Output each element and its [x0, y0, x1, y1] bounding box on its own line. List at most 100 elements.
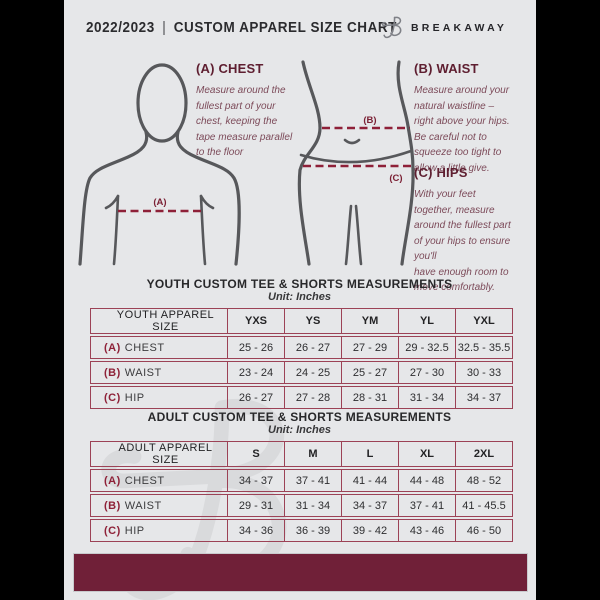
cell-value: 25 - 26: [228, 337, 285, 358]
waistband-curve: [299, 149, 413, 164]
cell-value: 34 - 36: [228, 520, 285, 541]
youth-waist-row: (B) WAIST 23 - 24 24 - 25 25 - 27 27 - 30…: [90, 361, 513, 384]
cell-value: 34 - 37: [228, 470, 285, 491]
cell-value: 46 - 50: [456, 520, 513, 541]
youth-unit-label: Unit: Inches: [268, 291, 331, 303]
youth-chest-row: (A) CHEST 25 - 26 26 - 27 27 - 29 29 - 32…: [90, 336, 513, 359]
waist-line-label: (B): [363, 115, 376, 126]
row-title: HIP: [124, 524, 145, 537]
waist-instruction: (B) WAIST Measure around your natural wa…: [414, 61, 536, 176]
row-prefix: (A): [104, 474, 121, 487]
adult-header-l: L: [342, 442, 399, 466]
waist-instruction-text: Measure around your natural waistline – …: [414, 85, 510, 174]
footer-accent-bar: [73, 553, 528, 592]
left-shoulder-arm-outline: [78, 130, 149, 266]
right-shoulder-arm-outline: [175, 130, 241, 266]
row-label: (C) HIP: [90, 520, 228, 541]
head-outline: [136, 63, 188, 143]
cell-value: 25 - 27: [342, 362, 399, 383]
cell-value: 39 - 42: [342, 520, 399, 541]
youth-header-yxs: YXS: [228, 309, 285, 333]
chest-line-label: (A): [153, 197, 166, 208]
left-armpit-line: [104, 194, 120, 210]
navel-mark: [343, 138, 361, 145]
left-black-bar: [0, 0, 64, 600]
chest-instruction-heading: (A) CHEST: [196, 61, 264, 76]
right-inner-leg-line: [354, 204, 363, 266]
row-label: (A) CHEST: [90, 337, 228, 358]
youth-header-ym: YM: [342, 309, 399, 333]
row-title: CHEST: [124, 341, 165, 354]
cell-value: 31 - 34: [285, 495, 342, 516]
youth-header-yxl: YXL: [456, 309, 513, 333]
youth-header-yl: YL: [399, 309, 456, 333]
adult-unit-label: Unit: Inches: [268, 424, 331, 436]
row-prefix: (C): [104, 391, 121, 404]
cell-value: 27 - 30: [399, 362, 456, 383]
cell-value: 48 - 52: [456, 470, 513, 491]
youth-header-size-label: YOUTH APPAREL SIZE: [90, 309, 228, 333]
lower-body-figure: (B) (C): [297, 60, 415, 266]
cell-value: 37 - 41: [399, 495, 456, 516]
row-label: (B) WAIST: [90, 362, 228, 383]
youth-header-ys: YS: [285, 309, 342, 333]
cell-value: 43 - 46: [399, 520, 456, 541]
brand-logo: BREAKAWAY: [381, 15, 507, 40]
cell-value: 23 - 24: [228, 362, 285, 383]
hips-instruction: (C) HIPS With your feet together, measur…: [414, 165, 536, 296]
cell-value: 29 - 32.5: [399, 337, 456, 358]
youth-hip-row: (C) HIP 26 - 27 27 - 28 28 - 31 31 - 34 3…: [90, 386, 513, 409]
youth-table-header-row: YOUTH APPAREL SIZE YXS YS YM YL YXL: [90, 308, 513, 334]
hips-instruction-heading: (C) HIPS: [414, 165, 468, 180]
row-title: HIP: [124, 391, 145, 404]
adult-header-s: S: [228, 442, 285, 466]
adult-section-title: ADULT CUSTOM TEE & SHORTS MEASUREMENTS: [147, 410, 452, 424]
document-title: 2022/2023 | CUSTOM APPAREL SIZE CHART: [86, 20, 397, 36]
row-title: WAIST: [124, 366, 162, 379]
hips-instruction-text: With your feet together, measure around …: [414, 189, 511, 293]
row-label: (A) CHEST: [90, 470, 228, 491]
upper-body-figure: (A): [78, 63, 241, 266]
left-torso-line: [112, 194, 120, 266]
cell-value: 31 - 34: [399, 387, 456, 408]
season-label: 2022/2023: [86, 20, 155, 36]
cell-value: 34 - 37: [342, 495, 399, 516]
left-inner-leg-line: [344, 204, 353, 266]
cell-value: 36 - 39: [285, 520, 342, 541]
cell-value: 26 - 27: [285, 337, 342, 358]
right-armpit-line: [199, 194, 215, 210]
cell-value: 30 - 33: [456, 362, 513, 383]
cell-value: 34 - 37: [456, 387, 513, 408]
row-prefix: (B): [104, 366, 121, 379]
cell-value: 27 - 28: [285, 387, 342, 408]
adult-header-xl: XL: [399, 442, 456, 466]
youth-size-table: YOUTH APPAREL SIZE YXS YS YM YL YXL (A) C…: [90, 308, 513, 409]
right-hip-leg-outline: [396, 60, 415, 266]
row-prefix: (A): [104, 341, 121, 354]
cell-value: 28 - 31: [342, 387, 399, 408]
cell-value: 26 - 27: [228, 387, 285, 408]
cell-value: 29 - 31: [228, 495, 285, 516]
title-separator: |: [162, 20, 167, 36]
cell-value: 44 - 48: [399, 470, 456, 491]
cell-value: 32.5 - 35.5: [456, 337, 513, 358]
hips-line-label: (C): [389, 173, 402, 184]
breakaway-logo-icon: [381, 16, 402, 39]
left-hip-leg-outline: [297, 60, 322, 266]
adult-header-m: M: [285, 442, 342, 466]
adult-size-table: ADULT APPAREL SIZE S M L XL 2XL (A) CHEST…: [90, 441, 513, 542]
row-title: WAIST: [124, 499, 162, 512]
adult-chest-row: (A) CHEST 34 - 37 37 - 41 41 - 44 44 - 48…: [90, 469, 513, 492]
row-label: (C) HIP: [90, 387, 228, 408]
adult-table-header-row: ADULT APPAREL SIZE S M L XL 2XL: [90, 441, 513, 467]
row-prefix: (C): [104, 524, 121, 537]
adult-header-2xl: 2XL: [456, 442, 513, 466]
cell-value: 41 - 44: [342, 470, 399, 491]
row-title: CHEST: [124, 474, 165, 487]
cell-value: 27 - 29: [342, 337, 399, 358]
adult-header-size-label: ADULT APPAREL SIZE: [90, 442, 228, 466]
cell-value: 24 - 25: [285, 362, 342, 383]
youth-section-title: YOUTH CUSTOM TEE & SHORTS MEASUREMENTS: [146, 277, 453, 291]
cell-value: 37 - 41: [285, 470, 342, 491]
